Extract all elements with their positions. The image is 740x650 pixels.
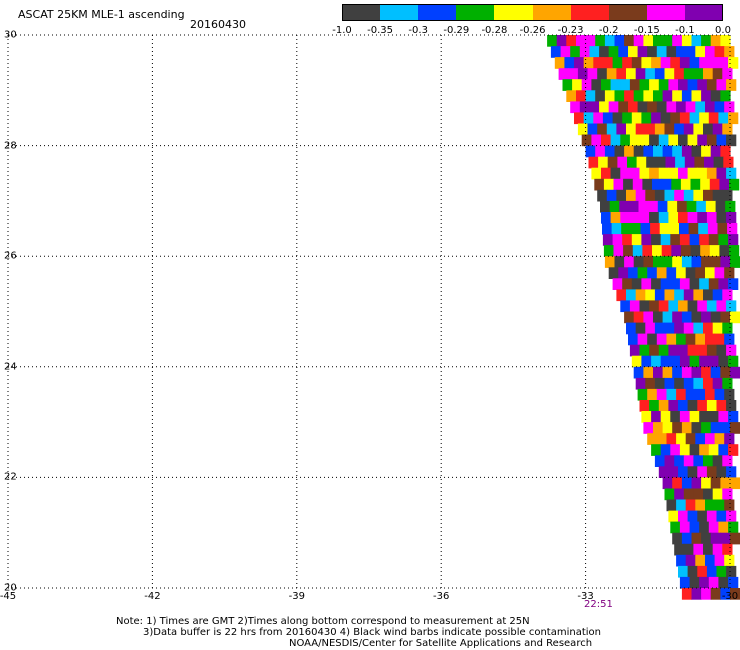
- colorbar-label: -0.23: [557, 25, 584, 36]
- swath-time-label: 22:51: [584, 599, 613, 610]
- y-tick-label: 30: [4, 29, 17, 41]
- map-title: ASCAT 25KM MLE-1 ascending: [18, 8, 185, 21]
- x-tick-label: -45: [0, 591, 17, 602]
- note-line-1: Note: 1) Times are GMT 2)Times along bot…: [116, 616, 530, 627]
- note-line-3: NOAA/NESDIS/Center for Satellite Applica…: [289, 638, 593, 649]
- y-tick-label: 28: [4, 140, 17, 152]
- colorbar-label: -0.26: [519, 25, 546, 36]
- colorbar-swatch: [684, 4, 724, 21]
- colorbar-swatch: [608, 4, 648, 21]
- colorbar-label: -0.29: [443, 25, 470, 36]
- colorbar-label: -0.28: [481, 25, 508, 36]
- colorbar-swatch: [646, 4, 686, 21]
- x-tick-label: -36: [433, 591, 450, 602]
- colorbar-swatch: [532, 4, 572, 21]
- map-date: 20160430: [190, 18, 246, 31]
- y-tick-label: 20: [4, 582, 17, 594]
- colorbar-swatch: [456, 4, 495, 21]
- colorbar-label: -0.3: [408, 25, 428, 36]
- colorbar-swatch: [342, 4, 381, 21]
- colorbar-label: 0.0: [715, 25, 731, 36]
- colorbar-label: -0.2: [598, 25, 619, 36]
- colorbar-swatch: [494, 4, 533, 21]
- colorbar-label: -0.35: [367, 25, 394, 36]
- colorbar-label: -0.1: [675, 25, 695, 36]
- colorbar-swatch: [570, 4, 610, 21]
- graticule: [7, 34, 731, 589]
- y-tick-label: 26: [4, 250, 17, 262]
- colorbar-label: -1.0: [332, 25, 352, 36]
- note-line-2: 3)Data buffer is 22 hrs from 20160430 4)…: [143, 627, 601, 638]
- colorbar-swatch: [380, 4, 419, 21]
- x-tick-label: -42: [144, 591, 161, 602]
- colorbar-swatch: [418, 4, 457, 21]
- y-tick-label: 24: [4, 361, 17, 373]
- x-tick-label: -30: [721, 591, 739, 602]
- x-tick-label: -39: [288, 591, 305, 602]
- swath-cells: [547, 35, 740, 600]
- colorbar-frame: [342, 4, 723, 21]
- map-plot: [7, 34, 740, 600]
- x-tick-label: -33: [577, 591, 594, 602]
- y-tick-label: 22: [4, 471, 17, 483]
- colorbar-label: -0.15: [633, 25, 660, 36]
